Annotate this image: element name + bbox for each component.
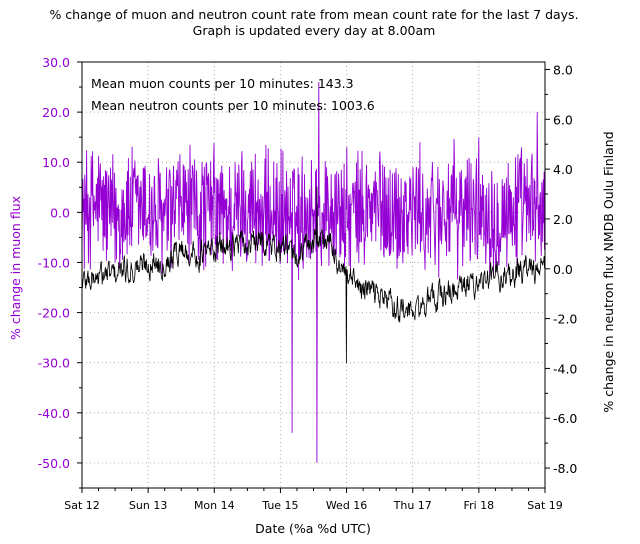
plot-frame <box>81 61 546 489</box>
neutron-series-line <box>81 186 546 364</box>
y-left-tick-label-3: 0.0 <box>50 205 70 220</box>
x-tick-label-3: Tue 15 <box>261 499 298 512</box>
y-right-tick-label-6: -4.0 <box>553 361 577 376</box>
muon-series-line <box>81 81 546 463</box>
y-axis-left-label: % change in muon flux <box>8 196 23 340</box>
y-right-tick-label-2: 4.0 <box>553 162 573 177</box>
x-tick-label-0: Sat 12 <box>64 499 100 512</box>
y-axis-right-label: % change in neutron flux NMDB Oulu Finla… <box>601 131 616 412</box>
x-tick-label-5: Thu 17 <box>393 499 432 512</box>
x-tick-label-4: Wed 16 <box>326 499 367 512</box>
grid-layer <box>82 61 545 488</box>
y-right-tick-label-0: 8.0 <box>553 62 573 77</box>
y-right-tick-label-7: -6.0 <box>553 411 577 426</box>
y-right-tick-label-1: 6.0 <box>553 112 573 127</box>
y-right-tick-label-4: 0.0 <box>553 262 573 277</box>
y-left-tick-label-8: -50.0 <box>38 456 70 471</box>
y-left-tick-label-1: 20.0 <box>42 105 70 120</box>
x-tick-label-7: Sat 19 <box>527 499 563 512</box>
y-left-tick-label-4: -10.0 <box>38 255 70 270</box>
y-right-tick-label-5: -2.0 <box>553 312 577 327</box>
annotation-muon-mean: Mean muon counts per 10 minutes: 143.3 <box>91 76 354 91</box>
axis-layer: 30.0 20.0 10.0 0.0 -10.0 -20.0 -30.0 -40.0 -50.0… <box>38 55 578 512</box>
y-left-tick-label-6: -30.0 <box>38 356 70 371</box>
series-layer <box>81 81 546 463</box>
y-left-tick-label-5: -20.0 <box>38 306 70 321</box>
x-tick-label-1: Sun 13 <box>129 499 167 512</box>
chart-title-line1: % change of muon and neutron count rate … <box>49 7 578 22</box>
y-left-tick-label-2: 10.0 <box>42 155 70 170</box>
annotation-neutron-mean: Mean neutron counts per 10 minutes: 1003… <box>91 98 375 113</box>
y-right-tick-label-8: -8.0 <box>553 461 577 476</box>
chart-title-line2: Graph is updated every day at 8.00am <box>193 23 436 38</box>
y-left-tick-label-7: -40.0 <box>38 406 70 421</box>
y-right-tick-label-3: 2.0 <box>553 212 573 227</box>
y-left-tick-label-0: 30.0 <box>42 55 70 70</box>
x-tick-label-6: Fri 18 <box>464 499 495 512</box>
x-tick-label-2: Mon 14 <box>194 499 235 512</box>
x-axis-label: Date (%a %d UTC) <box>255 521 371 536</box>
